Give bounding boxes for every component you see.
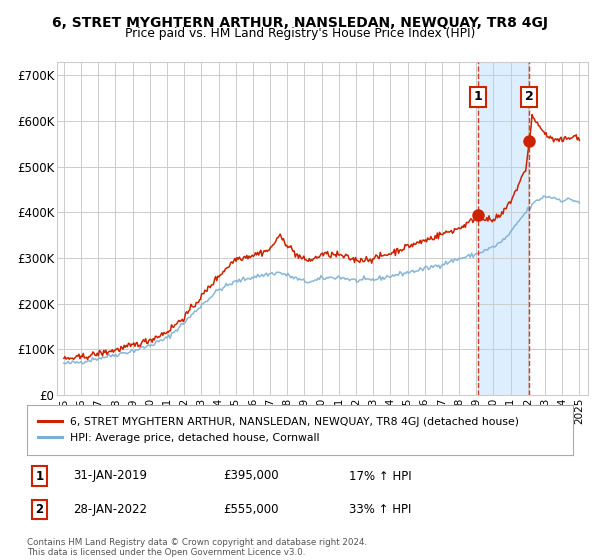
Text: 28-JAN-2022: 28-JAN-2022	[73, 503, 148, 516]
Legend: 6, STRET MYGHTERN ARTHUR, NANSLEDAN, NEWQUAY, TR8 4GJ (detached house), HPI: Ave: 6, STRET MYGHTERN ARTHUR, NANSLEDAN, NEW…	[38, 417, 520, 444]
Text: 2: 2	[525, 90, 533, 103]
Text: Price paid vs. HM Land Registry's House Price Index (HPI): Price paid vs. HM Land Registry's House …	[125, 27, 475, 40]
Text: £555,000: £555,000	[224, 503, 279, 516]
Text: 6, STRET MYGHTERN ARTHUR, NANSLEDAN, NEWQUAY, TR8 4GJ: 6, STRET MYGHTERN ARTHUR, NANSLEDAN, NEW…	[52, 16, 548, 30]
Text: £395,000: £395,000	[224, 469, 279, 483]
Text: 33% ↑ HPI: 33% ↑ HPI	[349, 503, 412, 516]
Text: 17% ↑ HPI: 17% ↑ HPI	[349, 469, 412, 483]
Text: 31-JAN-2019: 31-JAN-2019	[73, 469, 148, 483]
Text: 1: 1	[35, 469, 43, 483]
Bar	[478, 62, 529, 395]
Text: 2: 2	[35, 503, 43, 516]
Text: 1: 1	[473, 90, 482, 103]
Text: Contains HM Land Registry data © Crown copyright and database right 2024.
This d: Contains HM Land Registry data © Crown c…	[27, 538, 367, 557]
